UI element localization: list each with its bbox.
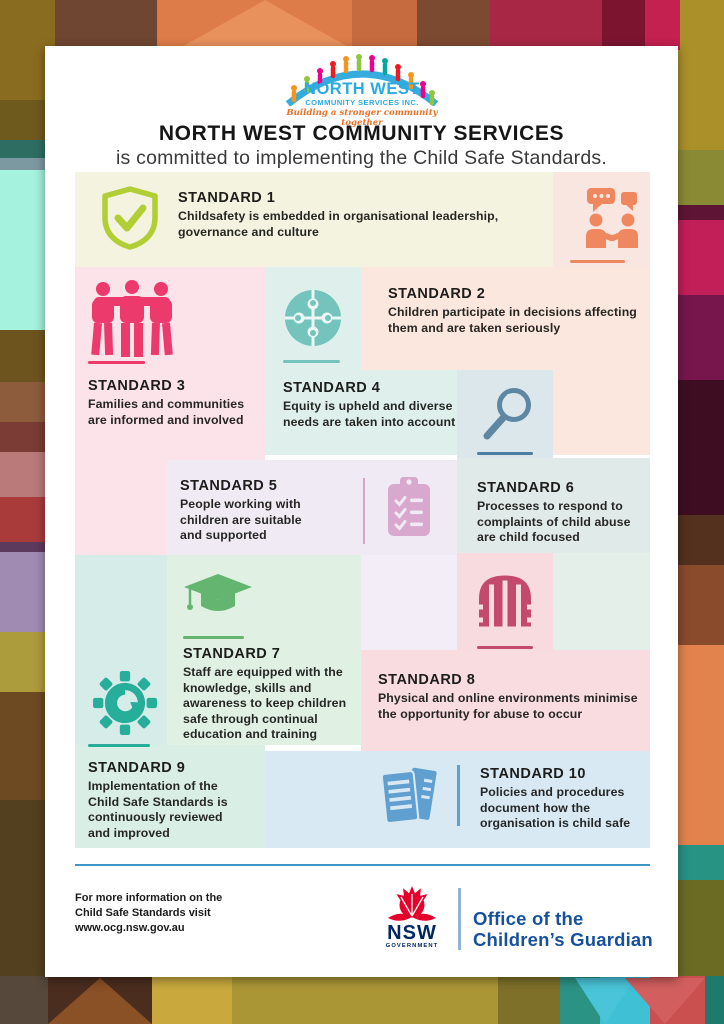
background-mosaic-right <box>676 0 724 1024</box>
org-logo: NORTH WEST COMMUNITY SERVICES INC. Build… <box>281 48 443 128</box>
puzzle-circle-icon <box>285 290 341 346</box>
accent-underline <box>477 452 533 455</box>
poster-title: NORTH WEST COMMUNITY SERVICES <box>158 122 565 145</box>
standard-8-block: STANDARD 8 Physical and online environme… <box>378 672 638 722</box>
fence-gate-icon <box>479 575 531 627</box>
accent-underline <box>88 744 150 747</box>
background-mosaic-top <box>0 0 724 50</box>
standard-8-body: Physical and online environments minimis… <box>378 691 638 721</box>
standard-7-block: STANDARD 7 Staff are equipped with the k… <box>183 646 346 743</box>
waratah-icon <box>388 886 436 921</box>
standard-9-body: Implementation of the Child Safe Standar… <box>88 779 228 840</box>
accent-underline <box>183 636 244 639</box>
standard-10-body: Policies and procedures document how the… <box>480 785 631 830</box>
standard-7-body: Staff are equipped with the knowledge, s… <box>183 665 347 741</box>
empty-mint-cell <box>553 553 650 650</box>
nsw-logo-caption: GOVERNMENT <box>385 943 439 949</box>
three-people-icon <box>91 280 173 357</box>
standard-1-block: STANDARD 1 Childsafety is embedded in or… <box>178 190 498 240</box>
footer-rule <box>75 864 650 866</box>
standard-1-body: Childsafety is embedded in organisationa… <box>178 209 499 239</box>
accent-underline <box>88 361 145 364</box>
accent-underline <box>477 646 533 649</box>
standard-7-title: STANDARD 7 <box>183 646 281 662</box>
standard-9-title: STANDARD 9 <box>88 760 186 776</box>
background-mosaic-left <box>0 0 48 1024</box>
chat-people-icon <box>586 188 638 248</box>
logo-arc-people-icon <box>285 54 439 107</box>
accent-underline <box>570 260 625 263</box>
standard-3-body: Families and communities are informed an… <box>88 397 245 427</box>
standard-10-block: STANDARD 10 Policies and procedures docu… <box>480 766 630 832</box>
empty-peach-cell <box>553 370 650 455</box>
logo-tagline: Building a stronger community together <box>286 108 438 128</box>
standard-5-title: STANDARD 5 <box>180 478 278 494</box>
clipboard-checklist-icon <box>388 477 430 536</box>
divider <box>363 478 365 544</box>
standard-8-cell <box>361 650 650 753</box>
standard-4-title: STANDARD 4 <box>283 380 381 396</box>
standard-2-body: Children participate in decisions affect… <box>388 305 637 335</box>
standard-5-block: STANDARD 5 People working with children … <box>180 478 302 544</box>
standard-4-cell <box>265 370 457 455</box>
shield-check-icon <box>102 186 158 250</box>
standard-8-title: STANDARD 8 <box>378 672 476 688</box>
standard-6-body: Processes to respond to complaints of ch… <box>477 499 631 544</box>
standard-6-cell <box>457 458 650 555</box>
standard-3-block: STANDARD 3 Families and communities are … <box>88 378 244 428</box>
standard-4-block: STANDARD 4 Equity is upheld and diverse … <box>283 380 455 430</box>
standard-9-cell <box>75 745 265 848</box>
divider <box>458 888 461 950</box>
graduation-cap-icon <box>184 574 252 611</box>
magnifying-glass-icon <box>483 388 531 440</box>
gear-refresh-icon <box>93 671 157 735</box>
standard-1-title: STANDARD 1 <box>178 190 276 206</box>
footer-info: For more information on the Child Safe S… <box>75 892 223 934</box>
nsw-logo-acronym: NSW <box>387 922 437 944</box>
standard-6-title: STANDARD 6 <box>477 480 575 496</box>
poster-subtitle: is committed to implementing the Child S… <box>116 147 607 169</box>
logo-name-line2: COMMUNITY SERVICES INC. <box>305 98 419 107</box>
standard-3-title: STANDARD 3 <box>88 378 186 394</box>
divider <box>457 765 460 826</box>
standard-2-block: STANDARD 2 Children participate in decis… <box>388 286 637 336</box>
documents-icon <box>380 765 438 825</box>
standard-10-title: STANDARD 10 <box>480 766 586 782</box>
standard-4-body: Equity is upheld and diverse needs are t… <box>283 399 456 429</box>
empty-lavender-cell <box>361 555 457 650</box>
poster-card: NORTH WEST COMMUNITY SERVICES INC. Build… <box>45 46 678 977</box>
office-of-childrens-guardian: Office of the Children’s Guardian <box>473 908 653 950</box>
standard-6-block: STANDARD 6 Processes to respond to compl… <box>477 480 631 546</box>
standard-2-cell <box>361 267 650 370</box>
standard-5-body: People working with children are suitabl… <box>180 497 302 542</box>
logo-name: NORTH WEST <box>304 80 420 98</box>
standard-9-block: STANDARD 9 Implementation of the Child S… <box>88 760 228 841</box>
accent-underline <box>283 360 340 363</box>
standard-2-title: STANDARD 2 <box>388 286 486 302</box>
